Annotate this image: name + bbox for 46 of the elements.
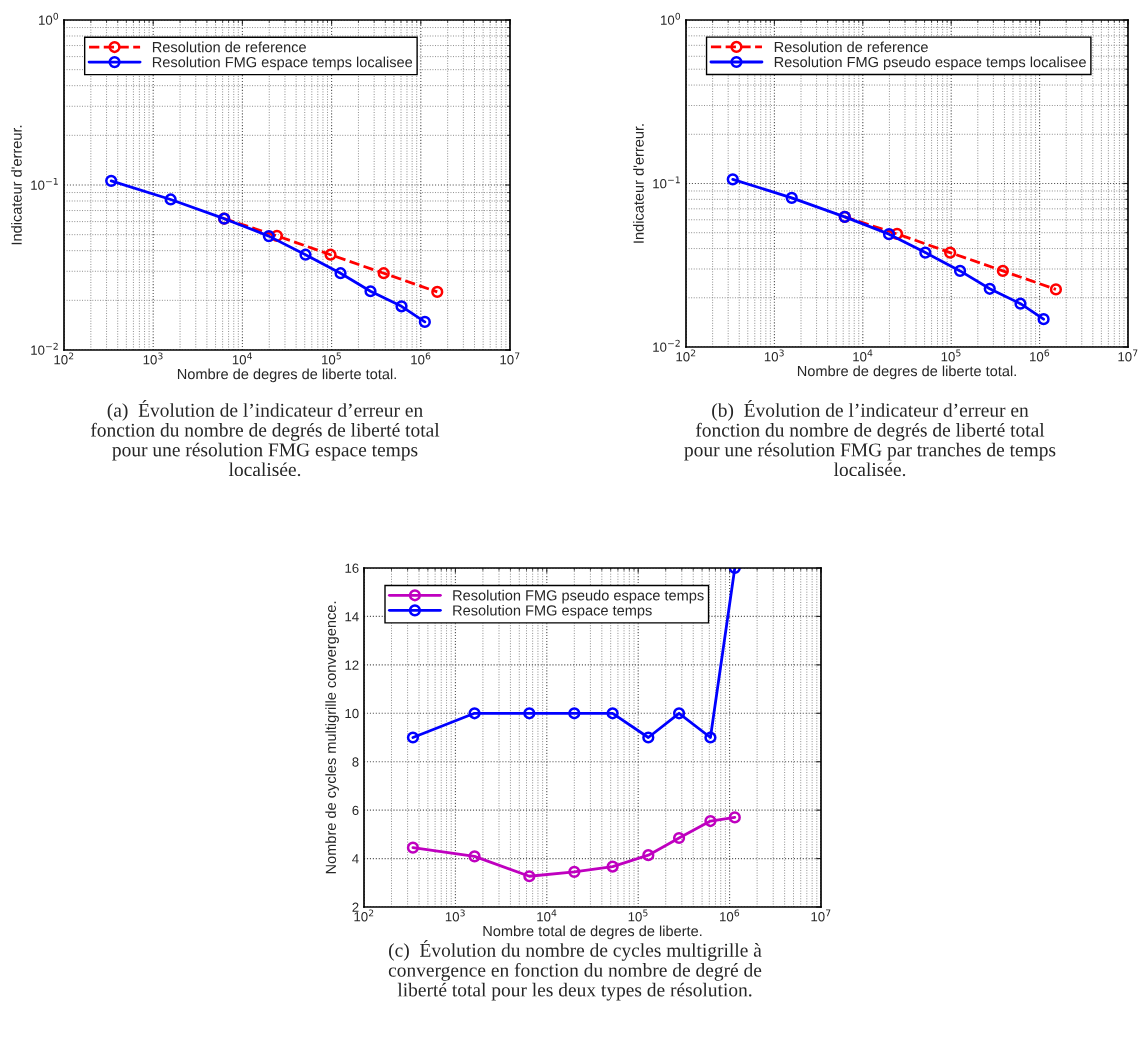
y-tick-label: 14 xyxy=(345,612,359,622)
x-tick-label: 10$^{2}$ xyxy=(676,349,696,362)
y-axis-title: Indicateur d'erreur. xyxy=(633,124,644,243)
x-tick-label: 10$^{7}$ xyxy=(1118,349,1138,362)
legend-label: Resolution FMG pseudo espace temps localisee xyxy=(774,56,1086,71)
x-axis-title: Nombre de degres de liberte total. xyxy=(177,368,396,383)
y-tick-label: 10$^{−2}$ xyxy=(653,339,680,352)
x-tick-label: 10$^{7}$ xyxy=(500,352,520,365)
legend-label: Resolution FMG pseudo espace temps xyxy=(453,589,704,604)
y-tick-label: 8 xyxy=(352,757,359,767)
y-tick-label: 10$^{0}$ xyxy=(39,12,59,25)
x-axis-title: Nombre de degres de liberte total. xyxy=(797,365,1016,380)
x-tick-label: 10$^{2}$ xyxy=(54,352,74,365)
text: (b) Évolution de l’indicateur d’erreur en fonction du nombre de degrés de liberté total pour une résolution FMG par tranches de temps localisée. xyxy=(684,400,1056,477)
x-tick-label: 10$^{5}$ xyxy=(628,909,648,922)
text: (c) Évolution du nombre de cycles multigrille à convergence en fonction du nombre de degré de liberté total pour les deux types de résolution. xyxy=(388,940,762,1001)
x-tick-label: 10$^{5}$ xyxy=(941,349,961,362)
y-tick-label: 16 xyxy=(345,563,359,573)
x-tick-label: 10$^{4}$ xyxy=(853,349,873,362)
y-axis-title: Indicateur d'erreur. xyxy=(11,125,22,245)
y-tick-label: 10$^{−1}$ xyxy=(653,176,680,189)
legend-label: Resolution FMG espace temps xyxy=(453,604,652,619)
legend-label: Resolution FMG espace temps localisee xyxy=(152,56,413,71)
x-tick-label: 10$^{4}$ xyxy=(232,352,253,365)
y-tick-label: 10$^{−1}$ xyxy=(31,177,58,190)
y-tick-label: 6 xyxy=(352,805,359,816)
x-tick-label: 10$^{3}$ xyxy=(764,349,784,362)
y-tick-label: 10$^{−2}$ xyxy=(31,342,58,355)
x-tick-label: 10$^{6}$ xyxy=(720,909,740,922)
x-tick-label: 10$^{5}$ xyxy=(322,352,341,365)
y-tick-label: 4 xyxy=(352,854,359,864)
y-tick-label: 12 xyxy=(345,660,359,670)
x-tick-label: 10$^{6}$ xyxy=(1030,349,1050,362)
x-tick-label: 10$^{3}$ xyxy=(143,352,163,365)
legend-label: Resolution de reference xyxy=(152,41,306,53)
y-tick-label: 10$^{0}$ xyxy=(661,12,681,25)
text: (a) Évolution de l’indicateur d’erreur en fonction du nombre de degrés de liberté total pour une résolution FMG espace temps localisée. xyxy=(90,400,440,477)
x-tick-label: 10$^{3}$ xyxy=(445,909,465,922)
x-tick-label: 10$^{6}$ xyxy=(411,352,431,365)
y-tick-label: 10 xyxy=(345,708,359,719)
legend-label: Resolution de reference xyxy=(774,41,928,53)
y-axis-title: Nombre de cycles multigrille convergence. xyxy=(325,601,339,874)
x-tick-label: 10$^{7}$ xyxy=(811,909,831,922)
y-tick-label: 2 xyxy=(352,902,359,912)
x-tick-label: 10$^{4}$ xyxy=(537,909,557,922)
x-axis-title: Nombre total de degres de liberte. xyxy=(483,925,702,940)
